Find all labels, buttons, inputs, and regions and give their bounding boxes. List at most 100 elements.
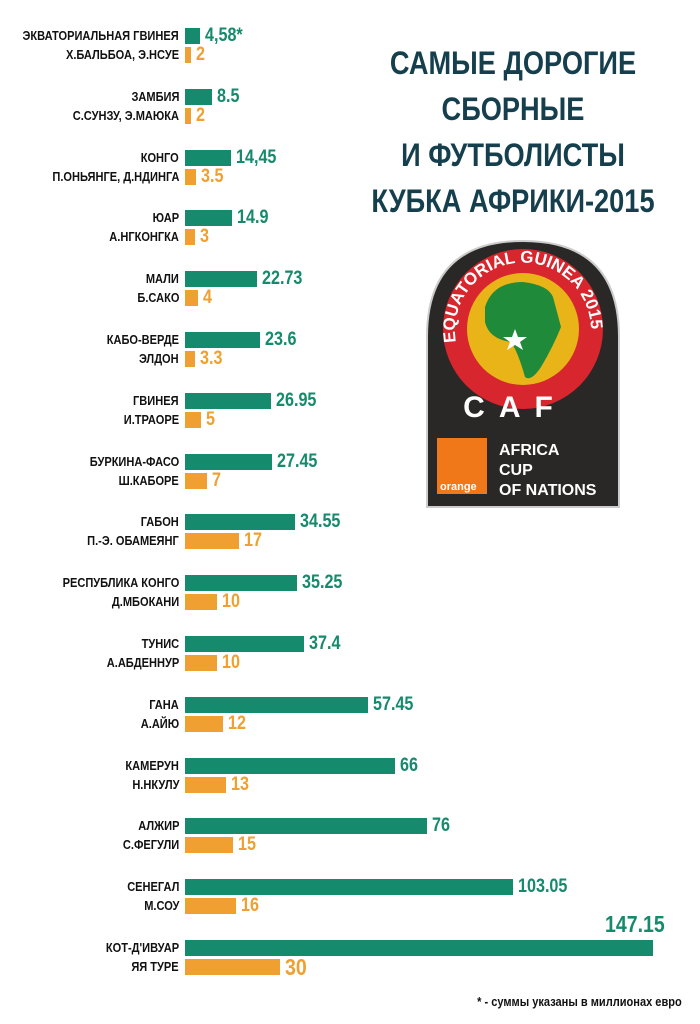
event-line: AFRICA (499, 442, 560, 459)
team-bar (185, 696, 368, 713)
team-label: ГВИНЕЯ (133, 392, 179, 408)
team-value-label: 27.45 (277, 450, 318, 472)
team-bar (185, 392, 271, 409)
player-value-label: 7 (212, 469, 222, 491)
player-label: А.АБДЕННУР (106, 655, 179, 670)
player-bar (185, 594, 217, 611)
player-label: П.-Э. ОБАМЕЯНГ (87, 533, 179, 549)
player-bar (185, 715, 224, 732)
team-value-label: 103.05 (517, 876, 568, 898)
player-bar (185, 411, 201, 428)
team-label: ГАНА (149, 696, 179, 712)
footnote: * - суммы указаны в миллионах евро (477, 994, 682, 1009)
event-line: CUP (499, 462, 533, 479)
team-value-label: 57.45 (372, 693, 414, 715)
player-bar (185, 351, 196, 367)
player-bar (185, 472, 208, 489)
team-bar (185, 210, 233, 227)
team-value-label: 76 (431, 815, 450, 837)
player-label: И.ТРАОРЕ (123, 411, 179, 427)
player-label: П.ОНЬЯНГЕ, Д.НДИНГА (51, 168, 179, 184)
event-line: OF NATIONS (499, 482, 597, 499)
orange-brand: orange (440, 481, 477, 493)
title-line: И ФУТБОЛИСТЫ (401, 137, 625, 173)
team-value-label: 26.95 (275, 389, 317, 411)
team-bar (185, 149, 231, 166)
team-bar (185, 757, 395, 774)
player-label: А.НГКОНГКА (109, 229, 179, 245)
team-value-label: 23.6 (265, 329, 297, 350)
player-label: С.ФЕГУЛИ (122, 837, 179, 853)
team-bar (185, 453, 273, 470)
player-label: ЭЛДОН (139, 351, 179, 366)
team-label: КАБО-ВЕРДЕ (106, 332, 179, 347)
player-value-label: 3.3 (200, 348, 223, 369)
player-label: ЯЯ ТУРЕ (131, 959, 179, 974)
caf-afcon-2015-logo: EQUATORIAL GUINEA 2015 CAF orange AFRICA… (426, 239, 620, 508)
team-label: БУРКИНА-ФАСО (89, 453, 179, 469)
team-bar (185, 575, 298, 592)
player-value-label: 13 (231, 773, 250, 795)
team-bar (185, 636, 304, 652)
player-label: Ш.КАБОРЕ (118, 472, 179, 488)
team-value-label: 34.55 (299, 511, 341, 533)
team-bar (185, 271, 258, 288)
team-value-label: 22.73 (262, 268, 303, 290)
team-bar (185, 940, 653, 956)
player-bar (185, 47, 192, 63)
player-label: С.СУНЗУ, Э.МАЮКА (72, 107, 179, 123)
player-label: Н.НКУЛУ (131, 776, 179, 792)
player-bar (185, 837, 233, 854)
team-value-label: 66 (399, 754, 418, 776)
team-bar (185, 514, 295, 531)
team-label: МАЛИ (145, 271, 179, 287)
team-bar (185, 818, 427, 835)
player-value-label: 3 (199, 226, 209, 248)
team-label: СЕНЕГАЛ (126, 879, 179, 895)
title-line: САМЫЕ ДОРОГИЕ (389, 45, 637, 81)
player-bar (185, 959, 281, 975)
player-value-label: 12 (228, 712, 247, 734)
team-label: РЕСПУБЛИКА КОНГО (62, 575, 179, 591)
player-bar (185, 107, 192, 124)
player-bar (185, 533, 240, 550)
player-bar (185, 229, 195, 246)
team-label: КОНГО (140, 149, 179, 165)
team-label: ЗАМБИЯ (131, 88, 179, 104)
player-label: М.СОУ (143, 898, 179, 914)
team-value-label: 14,45 (235, 146, 277, 168)
player-label: Б.САКО (136, 290, 179, 306)
title-line: СБОРНЫЕ (441, 91, 585, 127)
team-label: АЛЖИР (137, 818, 179, 834)
player-value-label: 10 (221, 652, 240, 673)
player-value-label: 2 (196, 104, 206, 126)
player-bar (185, 898, 236, 915)
team-bar (185, 332, 261, 348)
player-bar (185, 655, 217, 671)
team-value-label: 35.25 (302, 572, 343, 594)
player-bar (185, 776, 227, 793)
team-label: КАМЕРУН (125, 757, 179, 773)
player-value-label: 30 (285, 954, 308, 980)
player-value-label: 16 (240, 895, 259, 917)
player-value-label: 3.5 (201, 165, 224, 187)
title-line: КУБКА АФРИКИ-2015 (371, 183, 655, 219)
team-label: ТУНИС (141, 636, 179, 651)
player-bar (185, 290, 198, 307)
team-label: ЭКВАТОРИАЛЬНАЯ ГВИНЕЯ (22, 28, 179, 43)
team-value-label: 37.4 (308, 633, 341, 654)
team-label: ЮАР (152, 210, 179, 226)
team-value-label: 14.9 (237, 207, 269, 229)
player-label: А.АЙЮ (140, 715, 179, 731)
caf-text: CAF (463, 391, 567, 424)
team-label: КОТ-Д'ИВУАР (105, 940, 179, 955)
player-value-label: 5 (205, 408, 215, 430)
player-label: Х.БАЛЬБОА, Э.НСУЕ (65, 47, 179, 62)
team-bar (185, 88, 213, 105)
player-value-label: 4 (202, 287, 212, 309)
team-value-label: 8.5 (217, 85, 240, 107)
team-bar (185, 879, 513, 896)
player-value-label: 10 (221, 591, 240, 613)
team-value-label: 147.15 (605, 911, 665, 937)
